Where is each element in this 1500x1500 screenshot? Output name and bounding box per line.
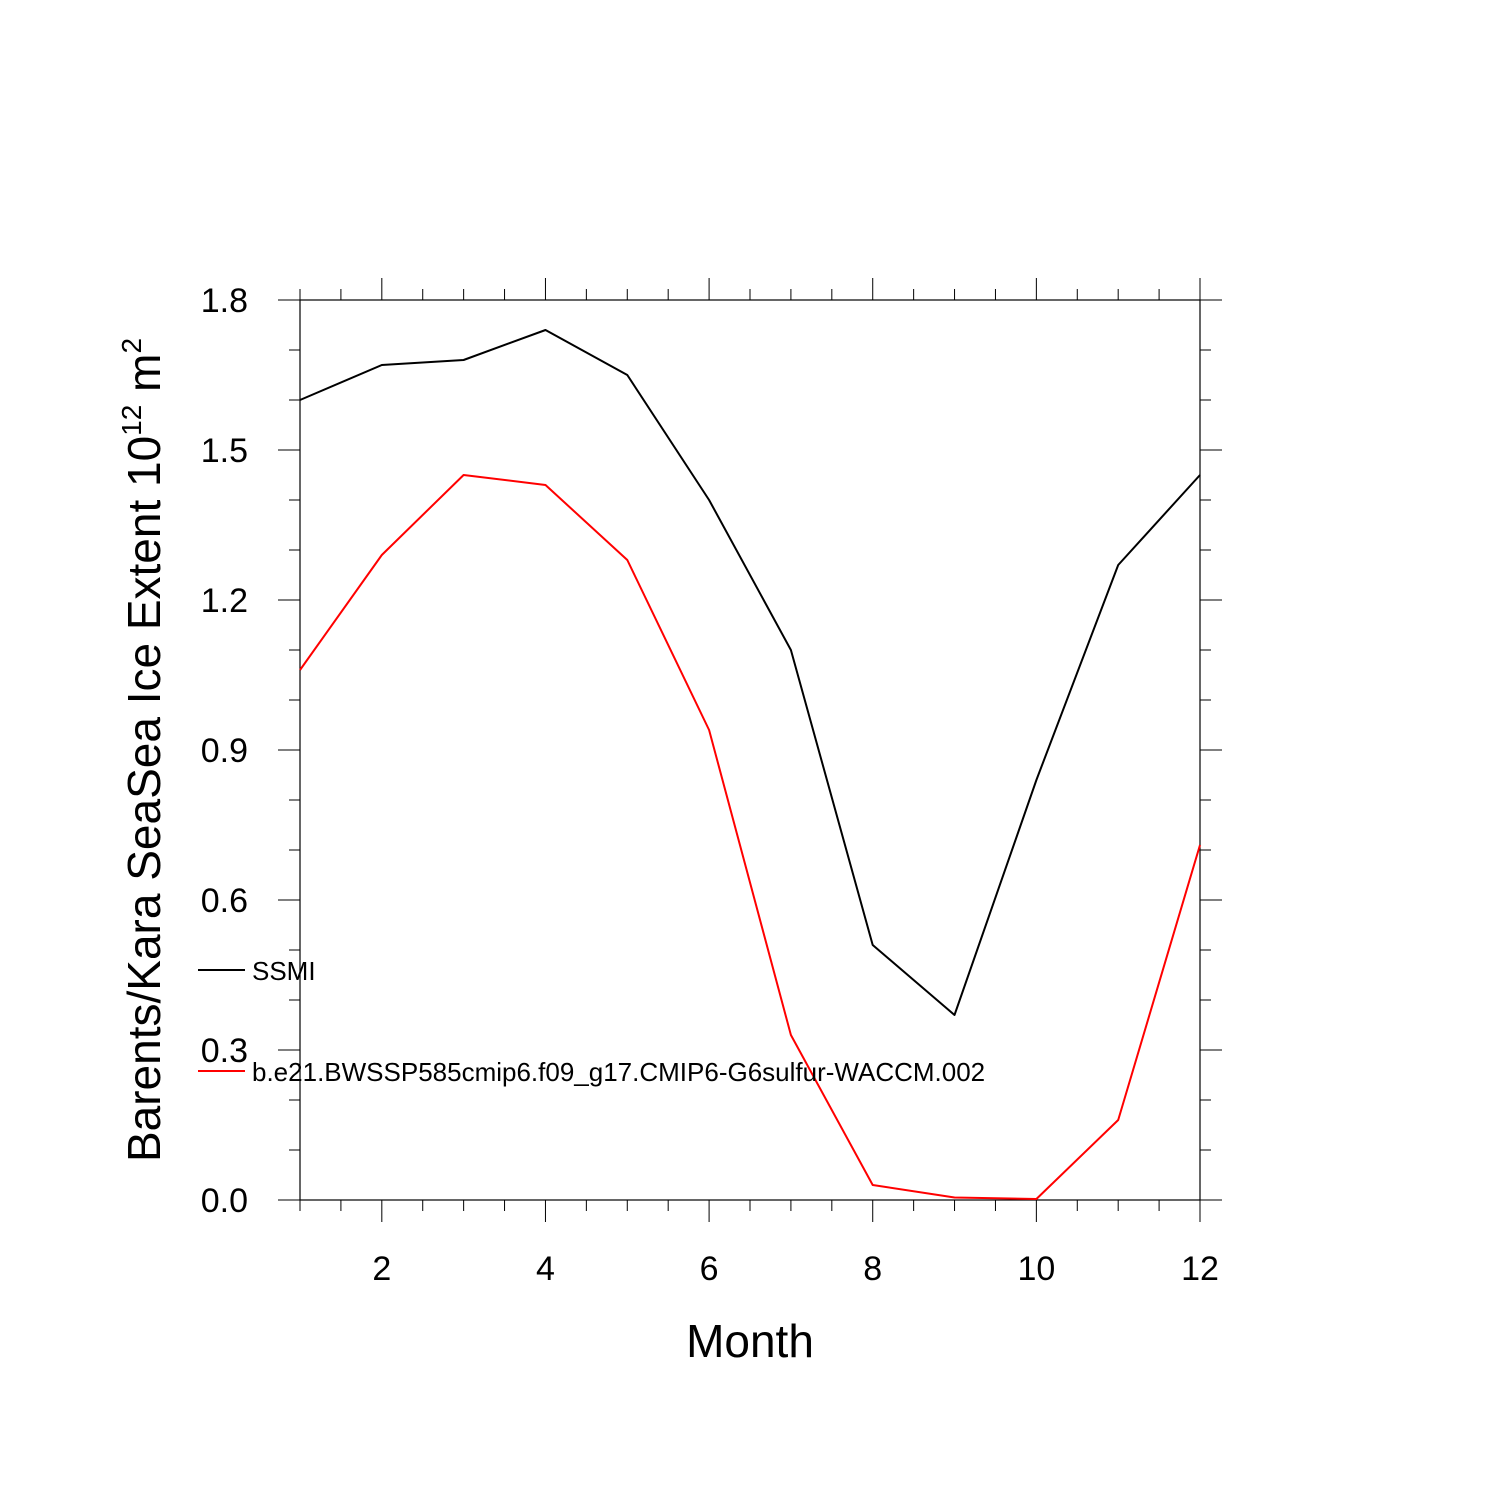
- x-tick-label: 2: [372, 1250, 391, 1288]
- y-tick-label: 0.6: [201, 882, 248, 920]
- y-axis-title-unit-exponent: 2: [116, 338, 147, 354]
- y-axis-title-unit: m: [118, 354, 170, 405]
- y-axis-title-exponent: 12: [116, 405, 147, 436]
- y-tick-label: 0.9: [201, 732, 248, 770]
- y-tick-label: 1.8: [201, 282, 248, 320]
- tick-labels: 2 4 6 8 10 12 0.0 0.3 0.6 0.9 1.2 1.5 1.8: [201, 282, 1219, 1288]
- series-line-1: [299, 329, 1201, 1016]
- y-tick-label: 1.5: [201, 432, 248, 470]
- legend-label: SSMI: [252, 956, 316, 986]
- y-tick-label: 0.3: [201, 1032, 248, 1070]
- y-axis-title-base: Barents/Kara SeaSea Ice Extent 10: [118, 436, 170, 1162]
- legend: SSMI b.e21.BWSSP585cmip6.f09_g17.CMIP6-G6…: [198, 956, 985, 1087]
- series-lines: [299, 329, 1201, 1200]
- x-tick-label: 4: [536, 1250, 555, 1288]
- x-axis-title: Month: [686, 1315, 814, 1367]
- x-tick-label: 10: [1017, 1250, 1055, 1288]
- x-tick-label: 12: [1181, 1250, 1219, 1288]
- y-axis-title: Barents/Kara SeaSea Ice Extent 1012 m2: [116, 338, 170, 1162]
- axis-ticks: [278, 278, 1222, 1222]
- x-tick-label: 6: [700, 1250, 719, 1288]
- x-tick-label: 8: [863, 1250, 882, 1288]
- legend-label: b.e21.BWSSP585cmip6.f09_g17.CMIP6-G6sulf…: [252, 1057, 985, 1087]
- y-tick-label: 0.0: [201, 1182, 248, 1220]
- y-tick-label: 1.2: [201, 582, 248, 620]
- series-line-2: [299, 474, 1201, 1200]
